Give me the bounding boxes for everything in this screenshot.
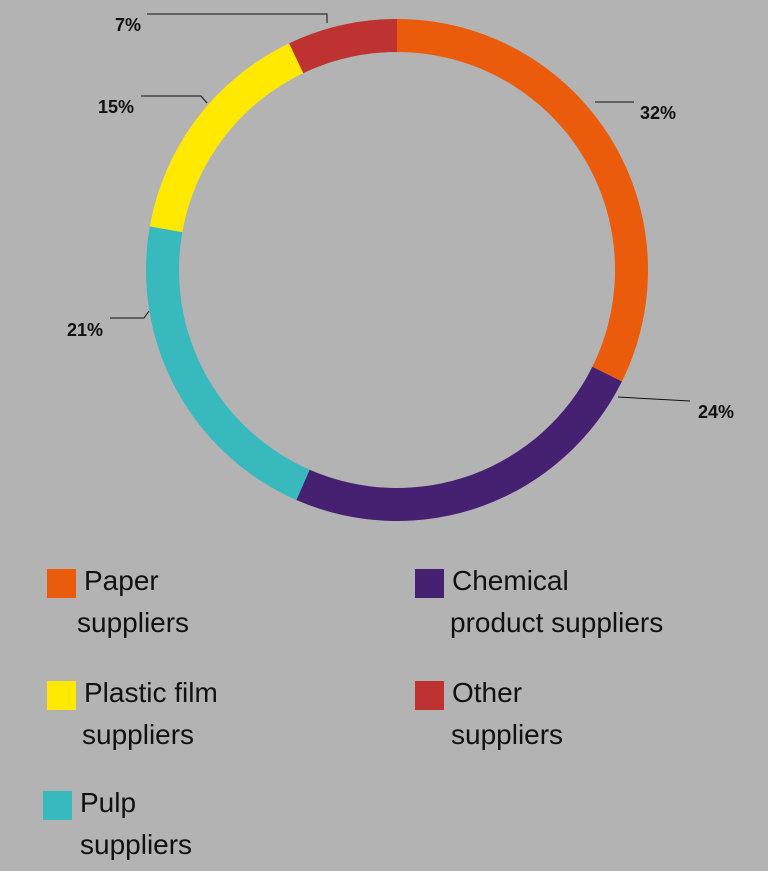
percent-label-chemical-product-suppliers: 24% bbox=[698, 402, 734, 422]
legend-swatch-other bbox=[415, 681, 444, 710]
leader-line-other-suppliers bbox=[147, 13, 328, 23]
legend-item-plastic-film: Plastic film suppliers bbox=[47, 677, 218, 756]
leader-line-pulp-suppliers bbox=[110, 310, 150, 319]
percent-label-pulp-suppliers: 21% bbox=[67, 320, 103, 340]
legend-label-paper-line2: suppliers bbox=[77, 607, 190, 638]
legend-item-paper: Paper suppliers bbox=[47, 565, 189, 644]
legend-item-pulp: Pulp suppliers bbox=[43, 787, 192, 866]
leader-line-chemical-product-suppliers bbox=[617, 396, 691, 402]
legend-label-pulp-line2: suppliers bbox=[80, 829, 193, 860]
legend-swatch-plastic-film bbox=[47, 681, 76, 710]
donut-chart: 32% 24% 21% 15% 7% bbox=[67, 13, 734, 521]
leader-line-plastic-film-suppliers bbox=[141, 95, 208, 104]
legend-label-plastic-film-line1: Plastic film bbox=[84, 677, 218, 708]
legend-swatch-paper bbox=[47, 569, 76, 598]
legend-label-plastic-film: Plastic film suppliers bbox=[82, 672, 218, 756]
legend-item-other: Other suppliers bbox=[415, 677, 563, 756]
legend-label-chemical-line2: product suppliers bbox=[450, 607, 664, 638]
leader-lines bbox=[110, 13, 691, 402]
legend-label-other-line2: suppliers bbox=[451, 719, 564, 750]
donut-slice-other-suppliers bbox=[289, 19, 397, 74]
percentage-labels: 32% 24% 21% 15% 7% bbox=[67, 15, 734, 422]
legend-label-chemical-line1: Chemical bbox=[452, 565, 569, 596]
donut-slices bbox=[145, 19, 648, 521]
donut-slice-paper-suppliers bbox=[397, 19, 648, 382]
legend-label-plastic-film-line2: suppliers bbox=[82, 719, 195, 750]
legend-label-chemical: Chemical product suppliers bbox=[450, 560, 664, 644]
legend-label-pulp: Pulp suppliers bbox=[80, 782, 192, 866]
legend-label-other-line1: Other bbox=[452, 677, 523, 708]
donut-slice-plastic-film-suppliers bbox=[149, 43, 304, 233]
percent-label-other-suppliers: 7% bbox=[115, 15, 141, 35]
donut-slice-chemical-product-suppliers bbox=[296, 366, 622, 521]
legend-label-pulp-line1: Pulp bbox=[80, 787, 137, 818]
legend-swatch-chemical bbox=[415, 569, 444, 598]
legend-label-other: Other suppliers bbox=[451, 672, 564, 756]
legend-item-chemical: Chemical product suppliers bbox=[415, 565, 663, 644]
legend-label-paper: Paper suppliers bbox=[77, 560, 189, 644]
legend-swatch-pulp bbox=[43, 791, 72, 820]
percent-label-paper-suppliers: 32% bbox=[640, 103, 676, 123]
percent-label-plastic-film-suppliers: 15% bbox=[98, 97, 134, 117]
donut-slice-pulp-suppliers bbox=[145, 226, 310, 500]
legend-label-paper-line1: Paper bbox=[84, 565, 159, 596]
